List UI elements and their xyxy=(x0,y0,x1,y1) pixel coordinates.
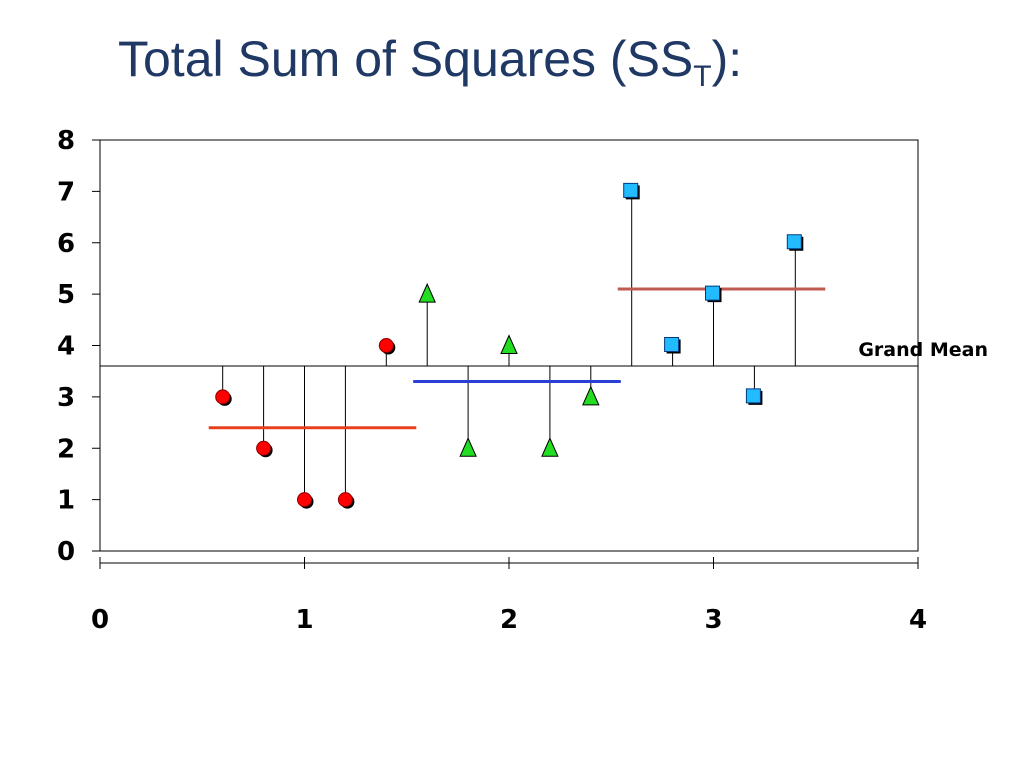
x-tick-label: 3 xyxy=(704,605,722,635)
data-point-triangle xyxy=(582,385,600,406)
y-tick-label: 7 xyxy=(57,177,75,207)
tick-labels: 0 1 2 3 4 5 6 7 8 0 1 2 3 4 Grand Mean xyxy=(57,126,988,635)
y-tick-label: 6 xyxy=(57,229,75,259)
axes xyxy=(92,139,919,569)
data-point-circle xyxy=(297,492,312,508)
data-point-square xyxy=(623,182,639,198)
y-tick-label: 8 xyxy=(57,126,75,156)
x-tick-label: 1 xyxy=(295,605,313,635)
y-tick-label: 4 xyxy=(57,332,75,362)
data-point-circle xyxy=(337,492,353,508)
x-tick-label: 0 xyxy=(91,605,109,635)
page-title: Total Sum of Squares (SST): xyxy=(118,31,743,93)
data-point-triangle xyxy=(459,437,477,457)
mean-lines xyxy=(100,287,918,430)
y-tick-label: 1 xyxy=(57,486,75,516)
data-point-triangle xyxy=(418,282,436,303)
x-tick-label: 2 xyxy=(500,605,518,635)
data-point-circle xyxy=(215,389,231,405)
data-point-circle xyxy=(378,338,394,353)
data-points xyxy=(215,182,804,509)
data-point-circle xyxy=(256,440,272,456)
data-point-triangle xyxy=(541,437,559,457)
y-tick-label: 3 xyxy=(57,383,75,413)
data-point-square xyxy=(786,234,802,250)
data-point-square xyxy=(705,285,720,301)
y-tick-label: 5 xyxy=(57,280,75,310)
x-tick-label: 4 xyxy=(909,605,927,635)
grand-mean-label: Grand Mean xyxy=(858,339,988,361)
y-tick-label: 0 xyxy=(57,537,75,567)
data-point-square xyxy=(664,337,680,352)
y-tick-label: 2 xyxy=(57,434,75,464)
data-point-triangle xyxy=(500,334,518,354)
data-point-square xyxy=(745,388,761,404)
